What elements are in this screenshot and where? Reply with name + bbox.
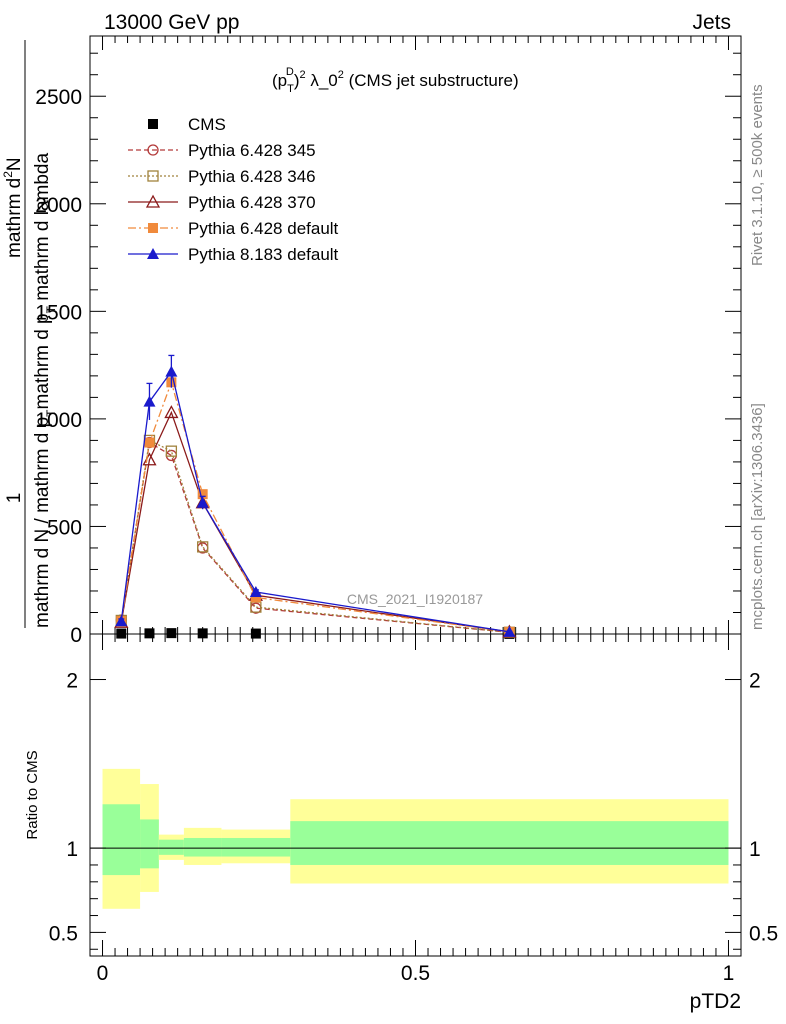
data-point — [115, 615, 128, 627]
legend-label: Pythia 6.428 370 — [188, 193, 316, 212]
ratio-band-green-0 — [102, 804, 141, 876]
legend-label: Pythia 6.428 default — [188, 219, 339, 238]
data-point — [116, 628, 127, 639]
legend-label: Pythia 6.428 346 — [188, 167, 316, 186]
ratio-band-green-2 — [158, 839, 184, 855]
plot-title: (pTD)2 λ_02 (CMS jet substructure) — [272, 66, 519, 95]
ratio-plot-frame — [89, 633, 742, 957]
ratio-y-tick-label-left: 0.5 — [49, 922, 78, 945]
series-1 — [115, 436, 516, 638]
series-line-5 — [120, 370, 510, 633]
data-point — [250, 628, 261, 639]
series-line-4 — [120, 380, 510, 633]
legend-item-2: Pythia 6.428 346 — [128, 167, 316, 186]
legend-item-1: Pythia 6.428 345 — [128, 141, 316, 160]
legend-marker — [147, 170, 159, 182]
y-tick-label: 2500 — [35, 86, 82, 109]
data-point — [144, 437, 155, 448]
y-tick-label: 1500 — [35, 301, 82, 324]
data-point — [197, 541, 209, 553]
y-tick-label: 2000 — [35, 194, 82, 217]
legend-item-4: Pythia 6.428 default — [128, 219, 339, 238]
series-layer — [114, 354, 517, 639]
y-tick-label: 0 — [70, 624, 82, 647]
energy-label: 13000 GeV pp — [104, 11, 239, 34]
data-point — [196, 496, 209, 508]
series-line-2 — [120, 439, 510, 633]
x-tick-label: 1 — [723, 962, 735, 985]
ratio-bands — [102, 768, 729, 909]
category-label: Jets — [692, 11, 731, 34]
ratio-y-tick-label-right: 0.5 — [749, 922, 778, 945]
legend-marker — [148, 119, 158, 129]
legend-marker — [147, 144, 159, 156]
data-point — [143, 395, 156, 407]
data-point — [249, 586, 262, 598]
ratio-y-label: Ratio to CMS — [24, 750, 41, 839]
data-point — [503, 625, 516, 637]
legend-marker — [147, 248, 159, 259]
y-tick-label: 1000 — [35, 409, 82, 432]
series-line-3 — [120, 410, 510, 633]
ratio-axis-ticks: 0.5 0.5 1 1 2 2 0 0.5 1 — [49, 634, 778, 985]
legend: CMS Pythia 6.428 345 Pythia 6.428 346 Pythi… — [128, 115, 339, 264]
y-tick-label: 500 — [47, 516, 82, 539]
y-label-numerator: mathrm d2N — [1, 157, 25, 258]
y-axis-label: 1 mathrm d2N mathrm d N / mathrm d pTmat… — [1, 40, 58, 628]
legend-label: Pythia 6.428 345 — [188, 141, 316, 160]
data-point — [165, 445, 178, 457]
legend-label: CMS — [188, 115, 226, 134]
legend-marker — [145, 194, 161, 208]
legend-marker — [148, 223, 158, 233]
data-point — [197, 489, 208, 500]
x-axis-label: pTD2 — [690, 990, 741, 1013]
mcplots-label: mcplots.cern.ch [arXiv:1306.3436] — [749, 403, 766, 630]
analysis-watermark: CMS_2021_I1920187 — [347, 591, 483, 607]
data-point — [164, 405, 179, 419]
y-label-one: 1 — [4, 493, 25, 504]
ratio-band-green-4 — [221, 837, 291, 857]
ratio-band-green-5 — [290, 821, 729, 865]
y-label-denominator: mathrm d N / mathrm d pTmathrm d pT math… — [32, 153, 58, 628]
data-point — [165, 365, 178, 377]
data-point — [165, 449, 178, 462]
legend-item-3: Pythia 6.428 370 — [128, 193, 316, 212]
data-point — [197, 628, 208, 639]
data-point — [144, 628, 155, 639]
ratio-y-tick-label-left: 2 — [66, 670, 78, 693]
data-point — [166, 628, 177, 639]
legend-item-0: CMS — [148, 115, 226, 134]
legend-item-5: Pythia 8.183 default — [128, 245, 339, 264]
legend-label: Pythia 8.183 default — [188, 245, 339, 264]
ratio-y-tick-label-left: 1 — [66, 838, 78, 861]
ratio-band-green-3 — [183, 837, 222, 857]
series-5 — [115, 354, 516, 637]
ratio-y-tick-label-right: 1 — [749, 838, 761, 861]
ratio-band-green-1 — [140, 819, 159, 869]
x-tick-label: 0.5 — [401, 962, 430, 985]
data-point — [250, 592, 261, 603]
x-tick-label: 0 — [97, 962, 109, 985]
series-line-1 — [120, 441, 510, 633]
ratio-y-tick-label-right: 2 — [749, 670, 761, 693]
rivet-label: Rivet 3.1.10, ≥ 500k events — [749, 84, 766, 266]
main-axis-ticks: 0 500 1000 1500 2000 2500 — [35, 36, 741, 647]
